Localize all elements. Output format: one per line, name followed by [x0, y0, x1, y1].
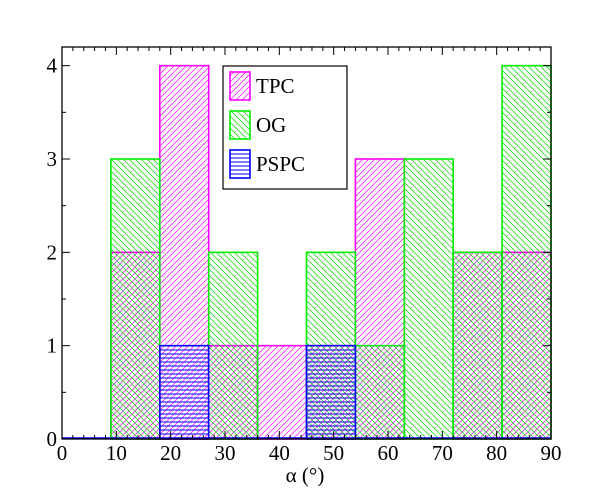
x-tick-label-40: 40	[269, 441, 290, 465]
axis-ticks	[61, 47, 552, 440]
x-tick-label-20: 20	[160, 441, 181, 465]
plot-frame	[61, 46, 552, 440]
bar-og-9	[110, 158, 161, 440]
plot-border	[61, 46, 552, 440]
y-tick-label-1: 1	[47, 334, 58, 358]
x-axis-label: α (°)	[286, 463, 325, 487]
x-tick-label-90: 90	[541, 441, 562, 465]
bar-pspc-18	[159, 344, 210, 440]
bars-layer	[62, 64, 552, 440]
bar-og-54	[354, 344, 406, 440]
x-tick-label-10: 10	[106, 441, 127, 465]
bar-og-63	[403, 158, 454, 440]
bar-tpc-36	[256, 344, 308, 440]
bar-og-27	[207, 251, 259, 440]
x-tick-label-30: 30	[215, 441, 236, 465]
bar-pspc-45	[305, 344, 357, 440]
legend: TPC OG PSPC	[222, 65, 348, 190]
legend-swatch-tpc	[229, 71, 251, 101]
y-tick-label-3: 3	[47, 147, 58, 171]
x-tick-label-50: 50	[323, 441, 344, 465]
x-tick-label-70: 70	[432, 441, 453, 465]
y-tick-label-0: 0	[47, 427, 58, 451]
legend-label-pspc: PSPC	[256, 152, 305, 176]
legend-label-tpc: TPC	[256, 74, 295, 98]
series-pspc	[159, 344, 357, 440]
axis-tick-labels: 0 10 20 30 40 50 60 70 80 90 0 1 2 3 4	[47, 54, 562, 465]
legend-swatch-og	[229, 110, 251, 140]
legend-label-og: OG	[256, 113, 286, 137]
x-tick-label-60: 60	[378, 441, 399, 465]
legend-swatch-pspc	[229, 149, 251, 179]
bar-og-72	[452, 251, 503, 440]
x-tick-label-80: 80	[486, 441, 507, 465]
x-tick-label-0: 0	[57, 441, 68, 465]
y-tick-label-4: 4	[47, 54, 58, 78]
y-tick-label-2: 2	[47, 240, 58, 264]
